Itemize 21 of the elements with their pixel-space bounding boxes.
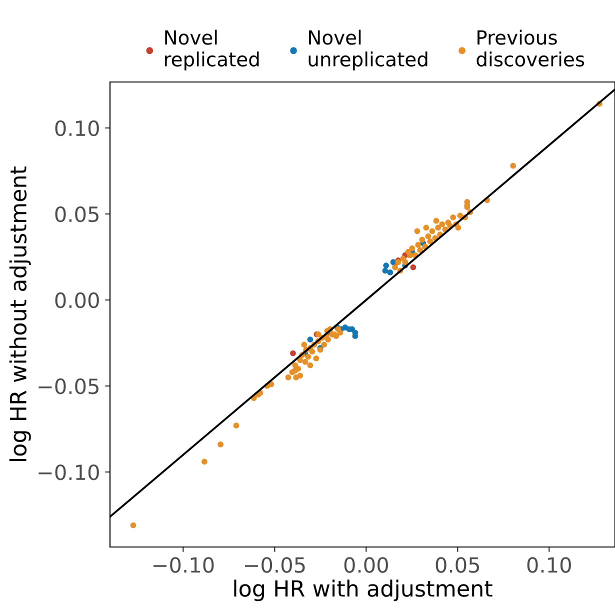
y-axis-title: log HR without adjustment: [9, 166, 31, 461]
x-tick-label: 0.10: [527, 557, 571, 573]
y-tick-label: −0.05: [38, 378, 98, 394]
x-tick-label: 0.00: [344, 557, 388, 573]
point: [307, 336, 314, 342]
y-tick-label: −0.10: [38, 464, 99, 480]
point: [383, 262, 390, 269]
point: [410, 264, 416, 270]
y-tick-label: 0.00: [55, 292, 99, 308]
legend-label: Novel unreplicated: [308, 30, 428, 70]
x-tick-label: −0.10: [153, 557, 214, 573]
x-axis-title: log HR with adjustment: [234, 580, 492, 602]
x-tick-label: 0.05: [436, 557, 480, 573]
legend-label: Novel replicated: [165, 30, 259, 70]
y-tick-label: 0.10: [55, 120, 99, 136]
point: [387, 269, 394, 276]
point: [382, 268, 388, 274]
point: [290, 350, 296, 356]
x-tick-label: −0.05: [244, 557, 305, 573]
y-tick-label: 0.05: [55, 206, 98, 222]
legend-label: Previous discoveries: [476, 30, 584, 67]
